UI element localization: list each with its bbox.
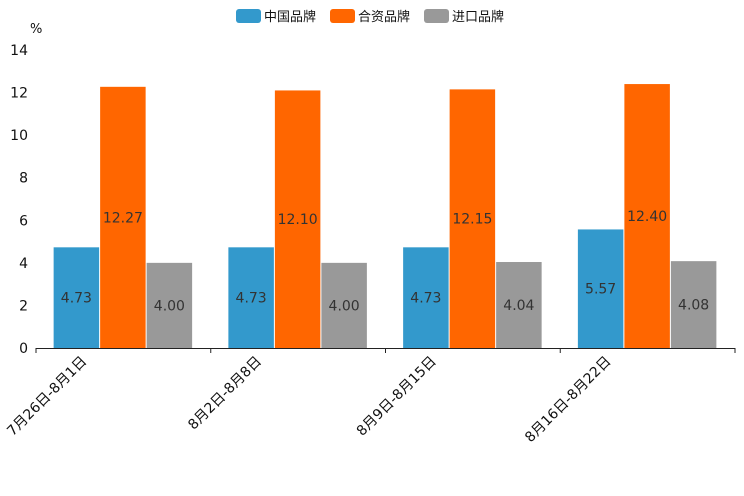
legend-swatch[interactable] bbox=[236, 9, 261, 23]
y-tick-label: 14 bbox=[10, 43, 28, 59]
bar-value-label: 4.04 bbox=[503, 298, 534, 314]
y-axis-unit-label: % bbox=[30, 22, 42, 37]
bar-value-label: 4.73 bbox=[236, 291, 267, 307]
bar-china-brand bbox=[403, 247, 449, 348]
y-tick-label: 12 bbox=[10, 86, 28, 102]
bar-value-label: 4.73 bbox=[410, 291, 441, 307]
bar-joint-venture-brand bbox=[274, 90, 321, 348]
y-axis: 0 2 4 6 8 10 12 14 bbox=[10, 43, 28, 357]
legend-swatch[interactable] bbox=[330, 9, 355, 23]
bar-import-brand bbox=[670, 261, 717, 348]
bar-import-brand bbox=[321, 262, 367, 348]
bar-value-label: 4.00 bbox=[329, 298, 360, 314]
y-tick-label: 2 bbox=[19, 298, 28, 314]
bars: 4.73 12.27 4.00 4.73 12.10 4.00 4.73 12.15 4.04 5… bbox=[53, 84, 717, 348]
bar-value-label: 4.73 bbox=[61, 291, 92, 307]
bar-china-brand bbox=[53, 247, 100, 348]
bar-china-brand bbox=[228, 247, 274, 348]
legend-label[interactable]: 进口品牌 bbox=[452, 9, 504, 25]
y-tick-label: 6 bbox=[19, 213, 28, 229]
x-category-label: 8月2日-8月8日 bbox=[185, 354, 265, 434]
legend-label[interactable]: 中国品牌 bbox=[264, 9, 316, 25]
y-tick-label: 4 bbox=[19, 256, 28, 272]
x-category-label: 7月26日-8月1日 bbox=[4, 354, 90, 440]
bar-value-label: 4.08 bbox=[678, 298, 709, 314]
bar-value-label: 12.10 bbox=[278, 212, 318, 228]
x-category-label: 8月16日-8月22日 bbox=[522, 354, 614, 446]
bar-value-label: 12.15 bbox=[452, 212, 492, 228]
legend-swatch[interactable] bbox=[424, 9, 449, 23]
bar-value-label: 12.27 bbox=[103, 210, 143, 226]
bar-import-brand bbox=[496, 262, 542, 348]
legend-label[interactable]: 合资品牌 bbox=[358, 9, 410, 25]
bar-import-brand bbox=[146, 262, 193, 348]
x-category-label: 8月9日-8月15日 bbox=[354, 354, 440, 440]
bar-joint-venture-brand bbox=[624, 84, 670, 348]
bar-joint-venture-brand bbox=[449, 89, 496, 348]
bar-value-label: 12.40 bbox=[627, 209, 667, 225]
legend: 中国品牌 合资品牌 进口品牌 bbox=[236, 9, 504, 25]
y-tick-label: 0 bbox=[19, 341, 28, 357]
y-tick-label: 10 bbox=[10, 128, 28, 144]
bar-joint-venture-brand bbox=[100, 86, 146, 348]
bar-value-label: 5.57 bbox=[585, 282, 616, 298]
x-axis: 7月26日-8月1日 8月2日-8月8日 8月9日-8月15日 8月16日-8月22日 bbox=[4, 348, 736, 446]
y-tick-label: 8 bbox=[19, 171, 28, 187]
bar-china-brand bbox=[577, 229, 624, 348]
bar-value-label: 4.00 bbox=[154, 298, 185, 314]
